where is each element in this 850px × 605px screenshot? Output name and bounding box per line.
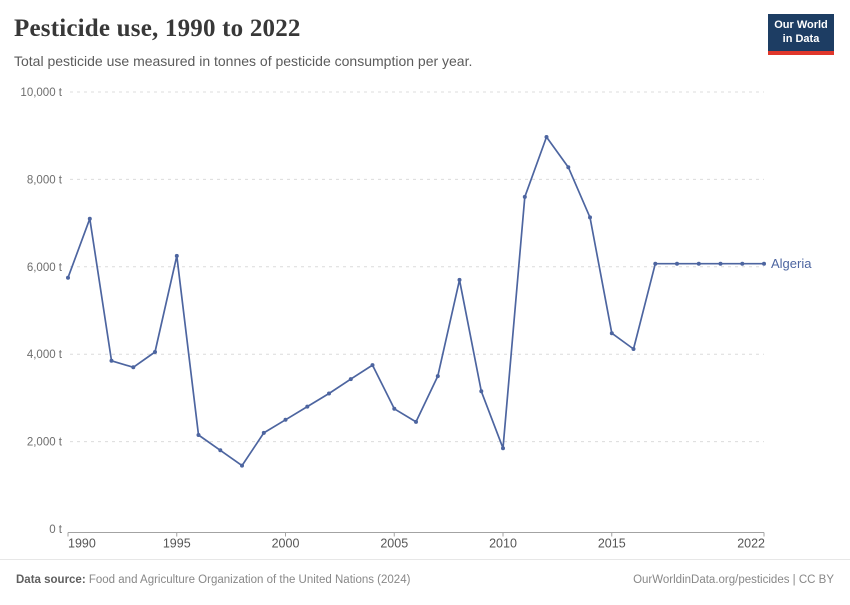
owid-logo[interactable]: Our World in Data <box>768 14 834 55</box>
y-tick-label: 8,000 t <box>27 174 63 186</box>
data-point <box>653 261 658 266</box>
x-tick-label: 1990 <box>68 537 96 551</box>
data-source-text: Food and Agriculture Organization of the… <box>85 574 411 586</box>
data-point <box>87 216 92 221</box>
data-point <box>609 331 614 336</box>
owid-url-link[interactable]: OurWorldinData.org/pesticides | CC BY <box>633 574 834 586</box>
data-point <box>544 135 549 139</box>
chart-footer: Data source: Food and Agriculture Organi… <box>0 559 850 600</box>
data-point <box>370 363 375 368</box>
owid-logo-line1: Our World <box>774 19 828 31</box>
data-point <box>414 419 418 424</box>
data-point <box>196 433 201 437</box>
y-tick-label: 0 t <box>49 524 63 536</box>
chart-subtitle: Total pesticide use measured in tonnes o… <box>14 53 473 69</box>
data-point <box>153 350 157 354</box>
data-point <box>392 406 397 411</box>
y-tick-label: 6,000 t <box>27 262 63 274</box>
data-point <box>566 165 571 170</box>
data-point <box>501 446 505 451</box>
y-tick-label: 4,000 t <box>27 349 63 361</box>
data-point <box>131 365 136 370</box>
data-source-note: Data source: Food and Agriculture Organi… <box>16 574 410 586</box>
data-point <box>435 374 440 379</box>
data-point <box>522 194 527 199</box>
page-title: Pesticide use, 1990 to 2022 <box>14 15 301 42</box>
data-point <box>174 253 179 258</box>
y-tick-label: 2,000 t <box>27 437 63 449</box>
y-tick-label: 10,000 t <box>20 87 62 99</box>
x-tick-label: 2015 <box>598 537 626 551</box>
owid-logo-line2: in Data <box>782 32 820 45</box>
data-point <box>479 389 484 394</box>
x-tick-label: 2010 <box>489 537 517 551</box>
chart-header: Pesticide use, 1990 to 2022 Total pestic… <box>14 14 754 70</box>
x-tick-label: 2022 <box>737 537 765 551</box>
data-point <box>240 463 244 468</box>
data-point <box>348 377 353 382</box>
x-tick-label: 1995 <box>163 537 191 551</box>
data-point <box>66 275 70 280</box>
data-point <box>696 261 701 266</box>
series-label: Algeria <box>771 256 812 271</box>
data-point <box>327 391 331 396</box>
data-point <box>588 215 592 220</box>
data-line <box>67 136 764 467</box>
data-point <box>718 261 723 266</box>
data-point <box>261 430 266 435</box>
data-point <box>762 261 766 266</box>
data-point <box>218 448 223 453</box>
data-point <box>675 261 679 266</box>
data-point <box>109 358 114 363</box>
data-point <box>740 261 745 266</box>
data-point <box>631 347 636 351</box>
x-tick-label: 2005 <box>380 537 408 551</box>
data-point <box>305 404 310 409</box>
data-point <box>457 277 462 282</box>
x-tick-label: 2000 <box>272 537 300 551</box>
data-source-label: Data source: <box>16 574 86 586</box>
data-point <box>283 417 288 422</box>
